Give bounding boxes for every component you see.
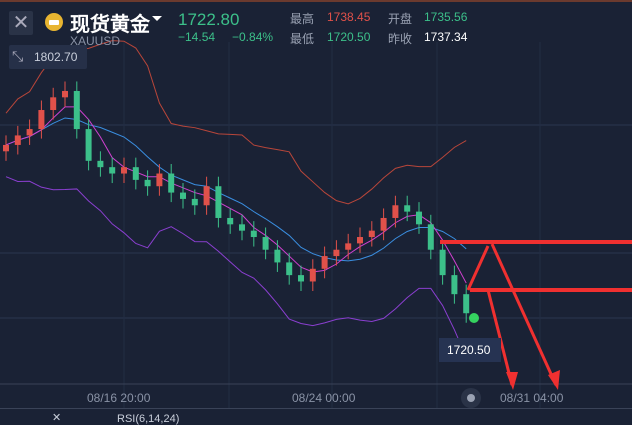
bollinger-lower: [5, 176, 467, 358]
instrument-title[interactable]: 现货黄金: [70, 14, 150, 36]
candle-body: [262, 237, 269, 250]
price-change: −14.54: [178, 30, 216, 44]
last-price: 1722.80: [178, 10, 240, 29]
gold-bar-icon: [45, 13, 63, 31]
candle-body: [50, 97, 57, 111]
candle-body: [14, 135, 21, 145]
candle-body: [321, 256, 328, 269]
bollinger-middle: [5, 117, 467, 262]
candle-body: [215, 186, 222, 218]
candle-body: [333, 249, 340, 257]
high-label: 最高: [290, 12, 315, 26]
candle-body: [404, 205, 411, 212]
candle-body: [97, 160, 104, 168]
annotation-arrow: [466, 245, 490, 291]
annotation-arrow: [490, 243, 558, 386]
top-border: [0, 0, 632, 2]
annotation-arrowhead: [506, 372, 518, 390]
open-label: 开盘: [388, 12, 413, 26]
candle-body: [298, 275, 304, 282]
high-value: 1738.45: [327, 10, 371, 24]
candle-body: [357, 237, 363, 244]
x-axis-label: 08/31 04:00: [500, 391, 564, 405]
candle-body: [3, 144, 9, 152]
last-price-tag: 1720.50: [439, 338, 501, 362]
candle-body: [26, 129, 33, 136]
candle-body: [345, 243, 352, 250]
candle-body: [85, 129, 92, 161]
close-icon[interactable]: ✕: [52, 412, 62, 424]
candle-body: [427, 224, 434, 250]
candle-body: [62, 90, 68, 98]
last-price-dot: [469, 313, 479, 323]
low-label: 最低: [290, 32, 315, 46]
chevron-down-icon[interactable]: [152, 16, 162, 21]
candle-body: [392, 205, 399, 218]
candle-body: [191, 198, 198, 206]
x-axis-label: 08/24 00:00: [292, 391, 356, 405]
candle-body: [416, 211, 422, 225]
x-axis-label: 08/16 20:00: [87, 391, 151, 405]
candle-body: [368, 230, 375, 238]
prev-close-label: 昨收: [388, 32, 413, 46]
max-price-label: 1802.70: [34, 50, 78, 64]
prev-close-value: 1737.34: [424, 30, 468, 44]
candle-body: [109, 167, 116, 174]
candle-body: [380, 217, 387, 231]
candle-body: [38, 110, 45, 130]
chart-scroll-handle[interactable]: [461, 388, 481, 408]
close-button[interactable]: ✕: [9, 11, 33, 35]
candle-body: [203, 186, 210, 206]
candle-body: [239, 224, 245, 231]
candle-body: [168, 173, 175, 193]
price-change-pct: −0.84%: [232, 30, 274, 44]
low-value: 1720.50: [327, 30, 371, 44]
max-price-marker: ⤡ 1802.70: [9, 45, 87, 69]
candle-body: [309, 268, 316, 282]
shrink-icon[interactable]: ⤡: [12, 48, 24, 64]
candle-body: [274, 249, 281, 263]
candle-body: [463, 294, 470, 314]
candle-body: [73, 90, 80, 130]
candle-body: [156, 173, 163, 187]
candle-body: [439, 249, 446, 276]
candle-body: [286, 262, 293, 276]
candle-body: [451, 275, 458, 295]
instrument-symbol: XAUUSD: [70, 34, 121, 48]
rsi-label: RSI(6,14,24): [117, 413, 180, 425]
rsi-panel-header: ✕ RSI(6,14,24): [0, 408, 632, 425]
candle-body: [250, 230, 257, 238]
annotation-arrow: [486, 289, 514, 386]
moving-average: [5, 106, 467, 284]
candle-body: [227, 217, 234, 225]
candle-body: [144, 179, 151, 187]
annotation-arrowhead: [548, 370, 560, 390]
open-value: 1735.56: [424, 10, 468, 24]
quote-header: ✕ 现货黄金 XAUUSD 1722.80 −14.54 −0.84% 最高 1…: [0, 2, 632, 48]
candle-body: [180, 192, 186, 199]
candle-body: [132, 167, 139, 180]
candle-body: [121, 167, 127, 174]
